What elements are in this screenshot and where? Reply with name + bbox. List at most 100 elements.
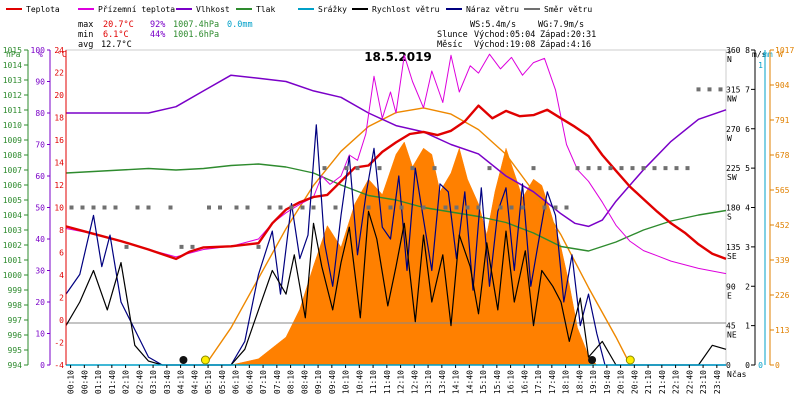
legend-label-5: Rychlost větru bbox=[372, 5, 440, 14]
x-tick-15: 07:40 bbox=[273, 370, 282, 394]
x-tick-11: 05:40 bbox=[218, 370, 227, 394]
w-tick-5: 452 bbox=[775, 221, 790, 230]
c-tick-4: 16 bbox=[54, 136, 64, 145]
wind-direction-point-15 bbox=[256, 244, 261, 249]
deg-tick-7: 45 bbox=[726, 322, 736, 331]
ms-tick-1: 7 bbox=[745, 85, 750, 94]
wind-direction-point-29 bbox=[410, 166, 415, 171]
wind-direction-point-44 bbox=[575, 166, 580, 171]
stat-avg-label: avg bbox=[78, 40, 93, 50]
sunset-marker bbox=[625, 355, 635, 365]
deg-tick-3: 225 bbox=[726, 164, 741, 173]
x-tick-5: 02:40 bbox=[135, 370, 144, 394]
legend-label-2: Vlhkost bbox=[196, 5, 230, 14]
x-tick-26: 13:10 bbox=[424, 370, 433, 394]
wind-direction-point-42 bbox=[553, 205, 558, 210]
wind-direction-point-45 bbox=[586, 166, 591, 171]
mm-axis-title: mm bbox=[763, 50, 773, 59]
legend-label-1: Přízemní teplota bbox=[98, 5, 175, 14]
ms-tick-6: 2 bbox=[745, 282, 750, 291]
wind-direction-point-51 bbox=[652, 166, 657, 171]
x-tick-2: 01:10 bbox=[94, 370, 103, 394]
sun-set: Západ:20:31 bbox=[540, 30, 596, 40]
stat-min-label: min bbox=[78, 30, 93, 40]
x-tick-45: 22:40 bbox=[685, 370, 694, 394]
wind-direction-point-27 bbox=[388, 205, 393, 210]
pct-tick-0: 100 bbox=[31, 46, 46, 55]
wind-direction-point-8 bbox=[168, 205, 173, 210]
c-tick-13: -2 bbox=[54, 339, 64, 348]
mm-axis: 10 bbox=[758, 50, 766, 370]
deg-tick-2: 270 bbox=[726, 125, 741, 134]
x-tick-19: 09:40 bbox=[328, 370, 337, 394]
x-tick-43: 21:40 bbox=[658, 370, 667, 394]
wind-direction-point-24 bbox=[355, 166, 360, 171]
w-axis-title: W bbox=[778, 50, 783, 59]
deg-tick-4: 180 bbox=[726, 204, 741, 213]
legend-label-6: Náraz větru bbox=[466, 5, 519, 14]
wind-direction-point-3 bbox=[102, 205, 107, 210]
x-tick-8: 04:10 bbox=[177, 370, 186, 394]
wind-direction-point-35 bbox=[476, 205, 481, 210]
stat-avg-temp: 12.7°C bbox=[101, 40, 132, 50]
w-tick-9: 0 bbox=[775, 361, 780, 370]
wind-direction-point-36 bbox=[487, 166, 492, 171]
x-tick-23: 11:40 bbox=[383, 370, 392, 394]
c-tick-2: 20 bbox=[54, 91, 64, 100]
w-tick-8: 113 bbox=[775, 326, 790, 335]
sun-label: Slunce bbox=[437, 30, 468, 40]
stat-max-rain: 0.0mm bbox=[227, 20, 253, 30]
stat-min-press: 1001.6hPa bbox=[173, 30, 219, 40]
x-tick-33: 16:40 bbox=[520, 370, 529, 394]
x-tick-36: 18:10 bbox=[562, 370, 571, 394]
legend: Teplota Přízemní teplota Vlhkost Tlak Srážky… bbox=[6, 5, 592, 14]
w-tick-4: 565 bbox=[775, 186, 790, 195]
chart-title: 18.5.2019 bbox=[364, 50, 432, 64]
hpa-tick-10: 1005 bbox=[3, 196, 22, 205]
pct-tick-1: 90 bbox=[35, 78, 45, 87]
hpa-tick-17: 998 bbox=[8, 301, 23, 310]
x-tick-31: 15:40 bbox=[493, 370, 502, 394]
wind-direction-point-23 bbox=[344, 166, 349, 171]
wind-direction-point-48 bbox=[619, 166, 624, 171]
wind-direction-point-14 bbox=[245, 205, 250, 210]
stats-block: max 20.7°C 92% 1007.4hPa 0.0mm min 6.1°C… bbox=[78, 20, 253, 50]
moon-label: Měsíc bbox=[437, 40, 463, 50]
hpa-tick-12: 1003 bbox=[3, 226, 22, 235]
x-tick-30: 15:10 bbox=[479, 370, 488, 394]
stat-max-label: max bbox=[78, 20, 93, 30]
pct-tick-5: 50 bbox=[35, 204, 45, 213]
c-tick-9: 6 bbox=[59, 249, 64, 258]
hpa-tick-2: 1013 bbox=[3, 76, 22, 85]
ms-tick-0: 8 bbox=[745, 46, 750, 55]
x-tick-41: 20:40 bbox=[630, 370, 639, 394]
x-tick-39: 19:40 bbox=[603, 370, 612, 394]
deg-tick-1: 315 bbox=[726, 85, 741, 94]
ms-tick-2: 6 bbox=[745, 125, 750, 134]
x-tick-13: 06:40 bbox=[245, 370, 254, 394]
legend-label-7: Směr větru bbox=[544, 5, 592, 14]
x-tick-47: 23:40 bbox=[713, 370, 722, 394]
dir-tick-7: NE bbox=[727, 331, 737, 340]
stat-min-temp: 6.1°C bbox=[103, 30, 129, 40]
c-axis-title: °C bbox=[57, 50, 67, 59]
x-tick-37: 18:40 bbox=[575, 370, 584, 394]
stat-max-hum: 92% bbox=[150, 20, 165, 30]
w-tick-0: 1017 bbox=[775, 46, 794, 55]
deg-tick-0: 360 bbox=[726, 46, 741, 55]
c-tick-8: 8 bbox=[59, 226, 64, 235]
c-tick-14: -4 bbox=[54, 361, 64, 370]
wind-direction-point-9 bbox=[179, 244, 184, 249]
hpa-tick-3: 1012 bbox=[3, 91, 22, 100]
wind-direction-point-21 bbox=[322, 166, 327, 171]
x-tick-24: 12:10 bbox=[397, 370, 406, 394]
wind-direction-point-1 bbox=[80, 205, 85, 210]
wind-direction-point-32 bbox=[443, 205, 448, 210]
hpa-tick-11: 1004 bbox=[3, 211, 22, 220]
w-tick-3: 678 bbox=[775, 151, 790, 160]
x-tick-4: 02:10 bbox=[122, 370, 131, 394]
pct-tick-2: 80 bbox=[35, 109, 45, 118]
x-tick-14: 07:10 bbox=[259, 370, 268, 394]
